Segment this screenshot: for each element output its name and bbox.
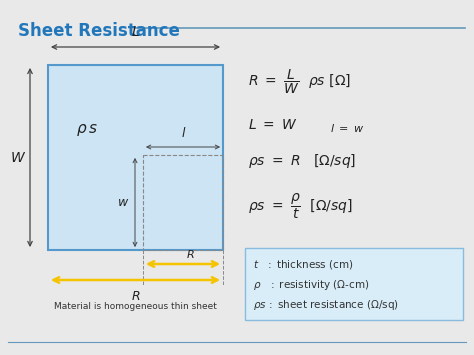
Text: $R\ =\ \dfrac{L}{W}\ \ \rho s\ [\Omega]$: $R\ =\ \dfrac{L}{W}\ \ \rho s\ [\Omega]$	[248, 68, 351, 96]
Bar	[143, 155, 223, 250]
Text: w: w	[118, 196, 128, 209]
Text: L: L	[132, 25, 139, 39]
Text: $L\ =\ W$: $L\ =\ W$	[248, 118, 298, 132]
Text: Material is homogeneous thin sheet: Material is homogeneous thin sheet	[54, 302, 217, 311]
Text: R: R	[187, 250, 195, 260]
Text: $l\ =\ w$: $l\ =\ w$	[330, 122, 365, 134]
Text: $\rho s\ =\ R\quad [\Omega/sq]$: $\rho s\ =\ R\quad [\Omega/sq]$	[248, 152, 356, 170]
Bar	[245, 248, 463, 320]
Text: $t\ \ \,:$ thickness (cm): $t\ \ \,:$ thickness (cm)	[253, 258, 354, 271]
Text: $\rho\,s$: $\rho\,s$	[76, 122, 98, 138]
Text: W: W	[11, 151, 25, 164]
Text: $\rho\ \ \,:$ resistivity ($\Omega$-cm): $\rho\ \ \,:$ resistivity ($\Omega$-cm)	[253, 278, 369, 292]
Text: $\rho s\,:$ sheet resistance ($\Omega$/sq): $\rho s\,:$ sheet resistance ($\Omega$/s…	[253, 298, 399, 312]
Text: l: l	[181, 127, 185, 140]
Text: Sheet Resistance: Sheet Resistance	[18, 22, 180, 40]
Text: R: R	[131, 290, 140, 303]
Bar	[48, 65, 223, 250]
Text: $\rho s\ =\ \dfrac{\rho}{t}\ \ [\Omega/sq]$: $\rho s\ =\ \dfrac{\rho}{t}\ \ [\Omega/s…	[248, 192, 353, 221]
